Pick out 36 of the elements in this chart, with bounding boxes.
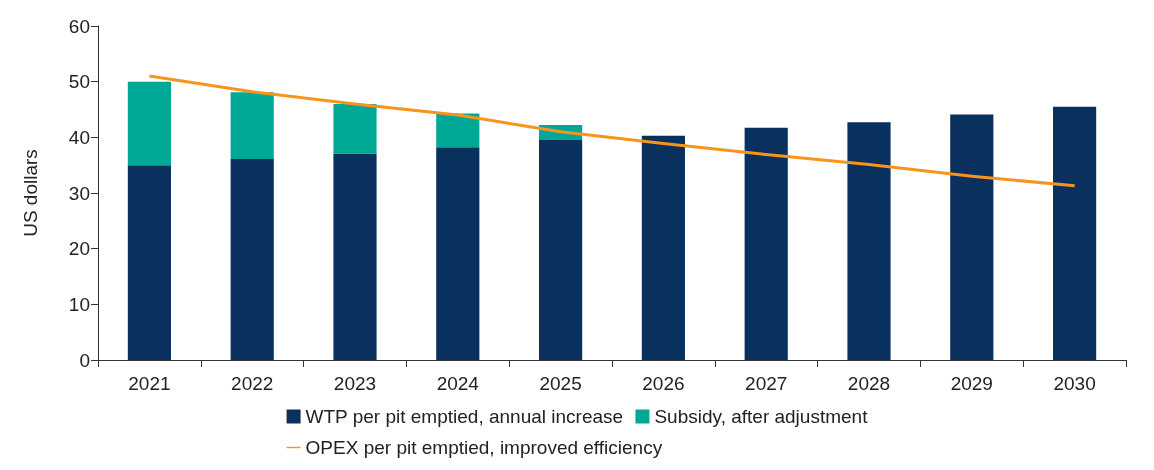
legend-label: OPEX per pit emptied, improved efficiency (305, 437, 663, 458)
bar (744, 127, 788, 360)
x-tick-label: 2028 (847, 373, 891, 394)
x-tick-label: 2023 (333, 373, 377, 394)
bar (1053, 106, 1097, 360)
x-tick-label: 2029 (950, 373, 993, 394)
bar (641, 135, 685, 360)
y-tick-label: 0 (79, 349, 90, 371)
y-tick-label: 40 (68, 126, 90, 148)
y-tick-label: 50 (68, 71, 90, 93)
x-tick-label: 2025 (539, 373, 582, 394)
bar (333, 103, 377, 154)
y-axis-title: US dollars (20, 149, 41, 237)
line-series (147, 74, 1077, 188)
bar (333, 153, 377, 360)
x-tick-label: 2024 (436, 373, 480, 394)
y-tick-label: 20 (68, 238, 90, 260)
x-tick-label: 2022 (231, 373, 274, 394)
bar (127, 81, 171, 166)
bar (436, 147, 480, 360)
y-tick-label: 60 (68, 15, 90, 37)
x-tick-label: 2026 (642, 373, 685, 394)
y-tick-label: 30 (68, 182, 90, 204)
y-tick-label: 10 (68, 293, 90, 315)
x-tick-label: 2027 (745, 373, 788, 394)
bar (539, 140, 583, 360)
legend-label: Subsidy, after adjustment (654, 406, 869, 427)
bar (127, 165, 171, 360)
x-tick-label: 2021 (128, 373, 171, 394)
legend-label: WTP per pit emptied, annual increase (305, 406, 624, 427)
bar (950, 114, 994, 360)
bar (847, 122, 891, 360)
bar (230, 92, 274, 160)
bar (230, 159, 274, 360)
bar (436, 113, 480, 148)
x-tick-label: 2030 (1053, 373, 1096, 394)
